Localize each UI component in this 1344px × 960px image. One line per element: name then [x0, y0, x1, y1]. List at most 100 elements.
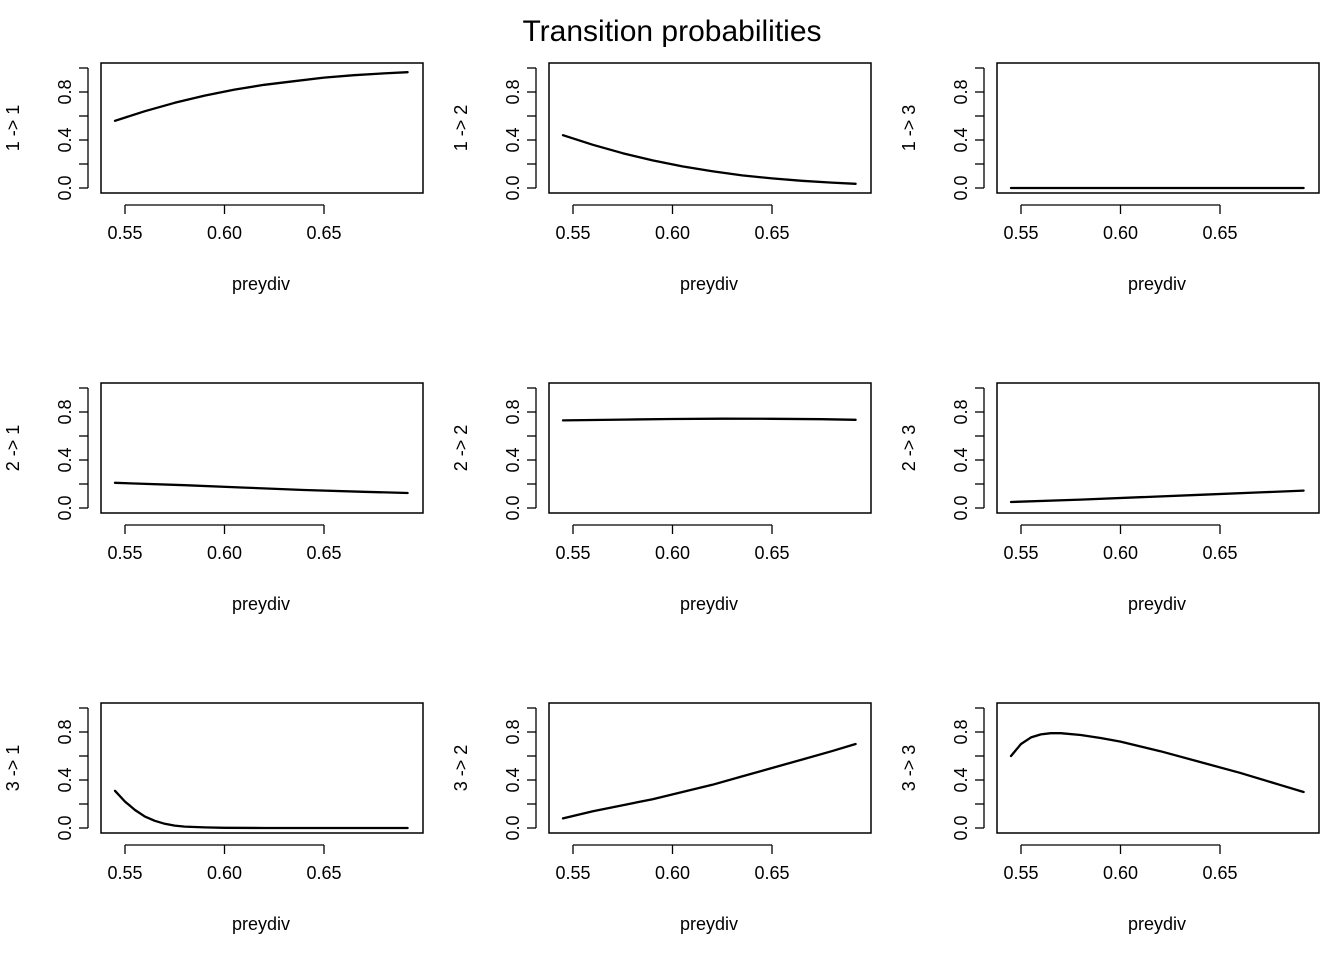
x-tick-label: 0.55: [1003, 863, 1038, 883]
y-axis-label: 1 -> 3: [899, 105, 919, 152]
series-line: [113, 481, 409, 495]
x-tick-label: 0.55: [555, 543, 590, 563]
y-tick-label: 0.4: [951, 127, 971, 152]
series-line: [113, 789, 409, 830]
x-axis-label: preydiv: [1128, 274, 1186, 294]
y-tick-label: 0.4: [55, 127, 75, 152]
x-tick-label: 0.65: [306, 863, 341, 883]
plot-frame: [548, 382, 872, 514]
x-axis-label: preydiv: [680, 274, 738, 294]
x-tick-label: 0.55: [1003, 223, 1038, 243]
y-tick-label: 0.8: [55, 399, 75, 424]
x-tick-label: 0.60: [207, 863, 242, 883]
x-tick-label: 0.55: [107, 543, 142, 563]
y-tick-label: 0.4: [503, 767, 523, 792]
y-tick-label: 0.0: [951, 815, 971, 840]
x-tick-label: 0.55: [1003, 543, 1038, 563]
x-tick-label: 0.65: [754, 863, 789, 883]
x-axis-label: preydiv: [1128, 914, 1186, 934]
y-tick-label: 0.0: [503, 495, 523, 520]
x-axis-label: preydiv: [232, 914, 290, 934]
plot-frame: [548, 702, 872, 834]
panel-1-1: 0.0 0.4 0.8 1 -> 1 0.55 0.60 0.65 preydiv: [3, 62, 424, 294]
y-tick-label: 0.0: [951, 495, 971, 520]
y-tick-label: 0.0: [55, 495, 75, 520]
plot-frame: [100, 382, 424, 514]
panel-2-3: 0.0 0.4 0.8 2 -> 3 0.55 0.60 0.65 preydiv: [899, 382, 1320, 614]
x-axis-label: preydiv: [680, 914, 738, 934]
y-tick-label: 0.4: [55, 767, 75, 792]
y-axis-label: 2 -> 3: [899, 425, 919, 472]
y-tick-label: 0.0: [503, 175, 523, 200]
y-tick-label: 0.8: [951, 719, 971, 744]
y-tick-label: 0.8: [951, 399, 971, 424]
x-tick-label: 0.60: [1103, 223, 1138, 243]
y-tick-label: 0.8: [55, 79, 75, 104]
x-tick-label: 0.55: [555, 223, 590, 243]
series-line: [113, 71, 409, 122]
x-tick-label: 0.60: [655, 863, 690, 883]
y-tick-label: 0.8: [503, 79, 523, 104]
plot-frame: [100, 62, 424, 194]
x-tick-label: 0.65: [306, 543, 341, 563]
panel-1-3: 0.0 0.4 0.8 1 -> 3 0.55 0.60 0.65 preydiv: [899, 62, 1320, 294]
panel-2-1: 0.0 0.4 0.8 2 -> 1 0.55 0.60 0.65 preydiv: [3, 382, 424, 614]
x-tick-label: 0.55: [107, 863, 142, 883]
y-tick-label: 0.0: [55, 815, 75, 840]
plot-frame: [548, 62, 872, 194]
y-axis-label: 3 -> 3: [899, 745, 919, 792]
y-tick-label: 0.4: [951, 767, 971, 792]
y-tick-label: 0.4: [503, 127, 523, 152]
figure-title: Transition probabilities: [522, 15, 821, 48]
y-tick-label: 0.4: [951, 447, 971, 472]
x-tick-label: 0.60: [655, 223, 690, 243]
x-axis-label: preydiv: [232, 594, 290, 614]
panel-2-2: 0.0 0.4 0.8 2 -> 2 0.55 0.60 0.65 preydiv: [451, 382, 872, 614]
y-tick-label: 0.4: [503, 447, 523, 472]
panel-1-2: 0.0 0.4 0.8 1 -> 2 0.55 0.60 0.65 preydiv: [451, 62, 872, 294]
series-line: [1009, 489, 1305, 504]
panels-grid: 0.0 0.4 0.8 1 -> 1 0.55 0.60 0.65 preydiv 0.0 0.4…: [3, 62, 1320, 934]
y-tick-label: 0.4: [55, 447, 75, 472]
series-line: [561, 417, 857, 422]
y-tick-label: 0.0: [55, 175, 75, 200]
y-axis-label: 3 -> 1: [3, 745, 23, 792]
series-line: [1009, 732, 1305, 794]
y-tick-label: 0.0: [503, 815, 523, 840]
x-tick-label: 0.60: [1103, 863, 1138, 883]
y-axis-label: 1 -> 1: [3, 105, 23, 152]
panel-3-1: 0.0 0.4 0.8 3 -> 1 0.55 0.60 0.65 preydiv: [3, 702, 424, 934]
plot-frame: [996, 702, 1320, 834]
series-line: [561, 134, 857, 185]
y-tick-label: 0.8: [503, 399, 523, 424]
y-tick-label: 0.0: [951, 175, 971, 200]
x-axis-label: preydiv: [1128, 594, 1186, 614]
plot-frame: [100, 702, 424, 834]
panel-3-3: 0.0 0.4 0.8 3 -> 3 0.55 0.60 0.65 preydiv: [899, 702, 1320, 934]
x-axis-label: preydiv: [680, 594, 738, 614]
panel-3-2: 0.0 0.4 0.8 3 -> 2 0.55 0.60 0.65 preydiv: [451, 702, 872, 934]
x-tick-label: 0.60: [207, 223, 242, 243]
x-tick-label: 0.65: [754, 543, 789, 563]
plot-frame: [996, 62, 1320, 194]
series-line: [561, 742, 857, 820]
plot-frame: [996, 382, 1320, 514]
y-tick-label: 0.8: [951, 79, 971, 104]
y-axis-label: 2 -> 2: [451, 425, 471, 472]
y-axis-label: 3 -> 2: [451, 745, 471, 792]
y-axis-label: 1 -> 2: [451, 105, 471, 152]
y-axis-label: 2 -> 1: [3, 425, 23, 472]
x-tick-label: 0.65: [754, 223, 789, 243]
x-tick-label: 0.65: [1202, 863, 1237, 883]
x-tick-label: 0.65: [1202, 543, 1237, 563]
x-tick-label: 0.60: [1103, 543, 1138, 563]
x-tick-label: 0.65: [1202, 223, 1237, 243]
x-axis-label: preydiv: [232, 274, 290, 294]
x-tick-label: 0.55: [555, 863, 590, 883]
y-tick-label: 0.8: [503, 719, 523, 744]
y-tick-label: 0.8: [55, 719, 75, 744]
x-tick-label: 0.60: [655, 543, 690, 563]
x-tick-label: 0.55: [107, 223, 142, 243]
